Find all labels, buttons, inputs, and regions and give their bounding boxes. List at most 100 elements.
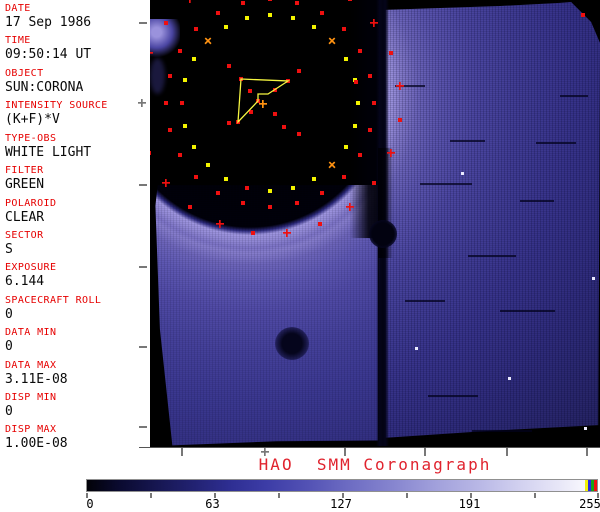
overflow-stripe — [591, 480, 594, 491]
occulter-ball — [369, 220, 397, 248]
fiducial-dot — [290, 15, 295, 20]
fiducial-dot — [182, 123, 187, 128]
fiducial-dot — [188, 204, 193, 209]
fiducial-dot — [341, 174, 346, 179]
colorbar-tick — [470, 493, 472, 498]
fiducial-dot — [194, 27, 199, 32]
field-label: TIME — [5, 35, 31, 47]
field-value: GREEN — [5, 177, 45, 193]
field-value: (K+F)*V — [5, 112, 60, 128]
metadata-field: DATE 17 Sep 1986 — [0, 2, 150, 34]
scratch-line — [536, 142, 576, 144]
fiducial-dot — [372, 101, 376, 105]
fiducial-dot — [236, 120, 240, 124]
fiducial-dot — [581, 13, 585, 17]
fiducial-dot — [216, 191, 220, 196]
fiducial-dot — [341, 27, 346, 32]
scratch-line — [468, 255, 516, 257]
scratch-line — [520, 200, 554, 202]
fiducial-dot — [224, 24, 228, 29]
fiducial-dot — [164, 101, 168, 105]
image-bottom-axis-line — [139, 447, 600, 448]
coronagraph-image[interactable] — [150, 0, 600, 447]
bright-speck — [592, 277, 595, 280]
occulter-pylon-shadow — [350, 0, 380, 238]
fiducial-dot — [397, 118, 402, 123]
fiducial-dot — [320, 10, 324, 15]
field-label: INTENSITY SOURCE — [5, 100, 108, 112]
fiducial-x — [326, 159, 338, 171]
corona-patch — [150, 19, 180, 57]
fiducial-dot — [245, 186, 250, 190]
metadata-field: DATA MAX 3.11E-08 — [0, 359, 150, 391]
fiducial-dot — [312, 24, 316, 29]
field-label: DATA MIN — [5, 327, 57, 339]
colorbar-tick — [86, 493, 88, 498]
fiducial-dot — [177, 49, 182, 53]
fiducial-dot — [389, 50, 394, 55]
fiducial-dot — [191, 57, 196, 61]
scratch-line — [472, 430, 532, 432]
fiducial-plus — [369, 19, 378, 28]
fiducial-plus — [162, 178, 171, 187]
fiducial-dot — [245, 15, 250, 20]
fiducial-dot — [286, 79, 290, 83]
image-noise — [155, 185, 378, 446]
field-value: SUN:CORONA — [5, 79, 84, 95]
fiducial-dot — [282, 125, 286, 129]
fiducial-dot — [318, 222, 323, 227]
field-label: DISP MIN — [5, 392, 57, 404]
fiducial-dot — [249, 110, 253, 114]
fiducial-dot — [358, 49, 363, 53]
fiducial-plus — [186, 0, 195, 4]
metadata-field: TYPE-OBS WHITE LIGHT — [0, 132, 150, 164]
fiducial-dot — [167, 127, 172, 132]
colorbar-tick — [278, 493, 280, 498]
fiducial-dot — [368, 74, 373, 79]
field-label: EXPOSURE — [5, 262, 57, 274]
fiducial-dot — [150, 151, 151, 156]
overflow-stripe — [585, 480, 588, 491]
fiducial-dot — [268, 13, 272, 17]
field-value: S — [5, 241, 13, 257]
scratch-line — [500, 310, 555, 312]
image-noise — [378, 2, 600, 439]
fiducial-plus — [215, 220, 224, 229]
field-value: 1.00E-08 — [5, 436, 68, 452]
axis-tick — [424, 448, 426, 456]
field-label: TYPE-OBS — [5, 132, 57, 144]
fiducial-plus — [150, 48, 153, 57]
fiducial-dot — [368, 127, 373, 132]
colorbar-tick — [150, 493, 152, 498]
metadata-field: DISP MAX 1.00E-08 — [0, 423, 150, 455]
axis-tick — [139, 22, 147, 24]
field-label: DATE — [5, 3, 31, 14]
metadata-field: INTENSITY SOURCE (K+F)*V — [0, 99, 150, 131]
fiducial-dot — [312, 177, 316, 182]
fiducial-dot — [297, 132, 301, 136]
fiducial-dot — [248, 89, 252, 93]
field-label: DATA MAX — [5, 359, 57, 371]
field-value: 6.144 — [5, 274, 45, 290]
fiducial-dot — [273, 112, 277, 116]
overflow-stripe — [594, 480, 597, 491]
scratch-line — [428, 395, 478, 397]
metadata-field: EXPOSURE 6.144 — [0, 261, 150, 293]
fiducial-dot — [268, 0, 272, 1]
fiducial-dot — [227, 64, 231, 68]
fiducial-dot — [347, 0, 352, 2]
field-label: FILTER — [5, 165, 44, 177]
field-value: CLEAR — [5, 209, 45, 225]
scratch-line — [395, 85, 425, 87]
metadata-field: OBJECT SUN:CORONA — [0, 67, 150, 99]
axis-plus-tick — [138, 99, 146, 107]
overflow-stripe — [588, 480, 591, 491]
fiducial-dot — [297, 69, 301, 73]
fiducial-dot — [224, 177, 228, 182]
dark-spot — [275, 327, 309, 360]
corona-panel-bottom-left — [155, 185, 378, 446]
axis-tick — [139, 184, 147, 186]
axis-tick — [139, 266, 147, 268]
metadata-field: TIME 09:50:14 UT — [0, 34, 150, 66]
fiducial-dot — [227, 121, 231, 125]
